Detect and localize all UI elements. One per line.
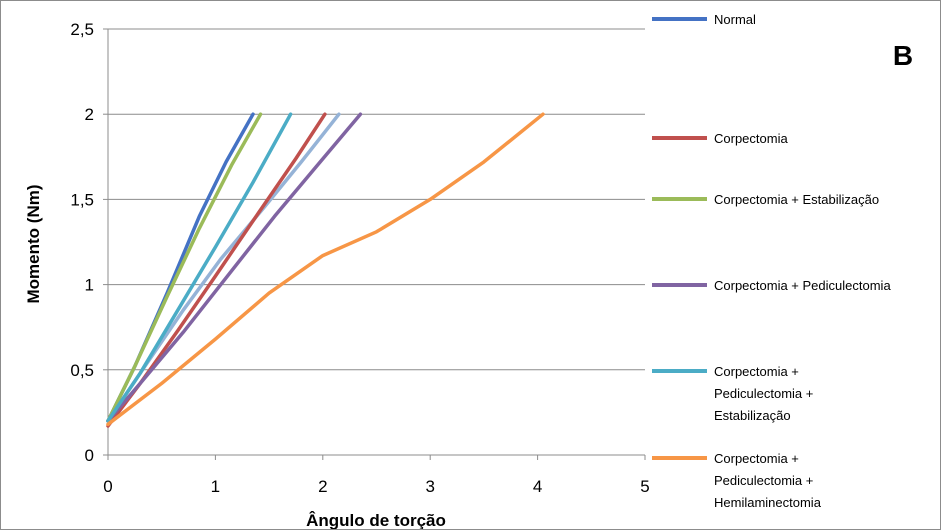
- y-tick-label: 0: [85, 446, 94, 465]
- legend-layer: Normal Corpectomia Corpectomia + Estabiliz…: [652, 12, 891, 510]
- x-tick-label: 4: [533, 477, 542, 496]
- legend-label-1: Normal: [714, 12, 756, 27]
- y-tick-label: 1: [85, 276, 94, 295]
- y-tick-label: 2,5: [70, 20, 94, 39]
- y-tick-label: 2: [85, 105, 94, 124]
- series-line-2: [106, 112, 327, 428]
- grid-layer: [108, 28, 645, 371]
- series-line-4: [106, 112, 363, 423]
- x-tick-label: 5: [640, 477, 649, 496]
- x-tick-label: 3: [425, 477, 434, 496]
- y-tick-label: 0,5: [70, 361, 94, 380]
- y-tick-label: 1,5: [70, 190, 94, 209]
- legend-label-6: Corpectomia + Pediculectomia + Hemilaminec…: [714, 451, 822, 510]
- legend-label-3: Corpectomia + Estabilização: [714, 192, 879, 207]
- series-layer: [106, 112, 545, 428]
- legend-label-5: Corpectomia + Pediculectomia + Estabilizaç…: [714, 364, 813, 423]
- panel-letter: B: [893, 40, 913, 71]
- legend-label-2: Corpectomia: [714, 131, 788, 146]
- series-line-5: [106, 112, 293, 423]
- axis-layer: 0 0,5 1 1,5 2 2,5 0 1 2 3 4 5: [70, 20, 649, 496]
- x-tick-label: 0: [103, 477, 112, 496]
- x-tick-label: 2: [318, 477, 327, 496]
- x-tick-label: 1: [211, 477, 220, 496]
- legend-label-4: Corpectomia + Pediculectomia: [714, 278, 891, 293]
- series-line-6: [106, 112, 545, 427]
- series-line-3: [106, 112, 263, 423]
- y-axis-title: Momento (Nm): [24, 185, 43, 304]
- x-axis-title: Ângulo de torção: [306, 511, 446, 529]
